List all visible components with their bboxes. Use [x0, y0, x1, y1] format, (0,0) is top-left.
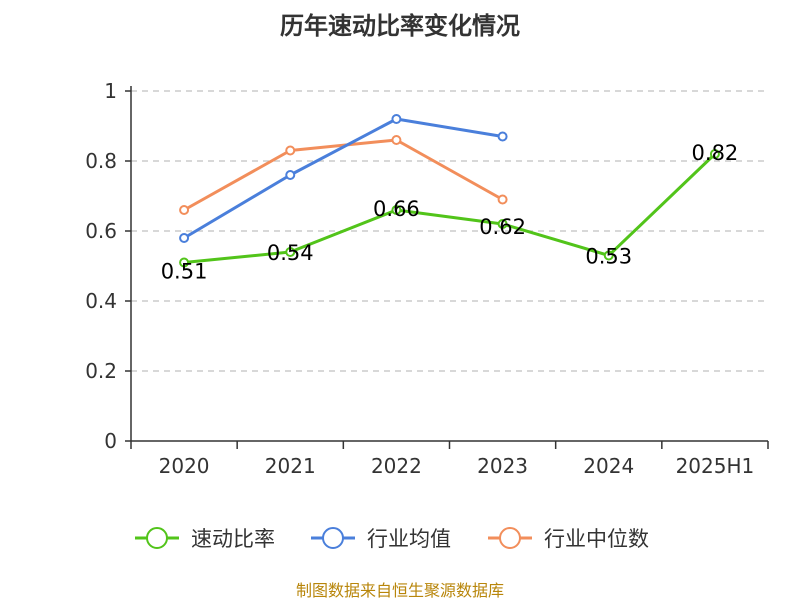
x-tick-label: 2023 — [477, 454, 528, 478]
data-point — [179, 205, 190, 215]
data-point — [391, 135, 402, 145]
source-note: 制图数据来自恒生聚源数据库 — [296, 581, 504, 600]
data-point — [497, 194, 508, 205]
legend-marker-icon — [146, 527, 168, 549]
series-line — [183, 117, 503, 240]
data-point — [391, 114, 402, 124]
data-label: 0.62 — [479, 215, 526, 239]
axes — [130, 86, 768, 442]
legend-marker-icon — [322, 527, 344, 549]
data-label: 0.54 — [267, 241, 314, 265]
data-point — [179, 233, 190, 243]
legend-item[interactable]: 行业中位数 — [488, 527, 649, 551]
x-axis-ticks: 2020 2021 2022 2023 2024 2025H1 — [130, 441, 769, 478]
legend-item[interactable]: 速动比率 — [135, 527, 275, 551]
data-point — [285, 247, 296, 257]
data-label: 0.82 — [692, 141, 739, 165]
data-point — [709, 149, 720, 159]
y-tick-label: 1 — [104, 79, 117, 103]
legend: 速动比率 行业均值 行业中位数 — [135, 527, 649, 551]
y-axis-ticks: 0 0.2 0.4 0.6 0.8 1 — [85, 79, 131, 453]
data-label: 0.66 — [373, 197, 420, 221]
x-tick-label: 2020 — [159, 454, 210, 478]
y-tick-label: 0.4 — [85, 289, 117, 313]
series-0 — [179, 149, 720, 268]
data-point — [603, 250, 614, 261]
data-point — [285, 170, 296, 180]
data-point — [179, 257, 190, 268]
data-labels: 0.51 0.54 0.66 0.62 0.53 0.82 — [161, 141, 739, 284]
series-line — [183, 152, 716, 264]
y-tick-label: 0 — [104, 429, 117, 453]
x-tick-label: 2022 — [371, 454, 422, 478]
series-1 — [179, 114, 508, 243]
legend-marker-icon — [499, 527, 521, 549]
legend-label: 速动比率 — [191, 527, 275, 551]
data-point — [497, 131, 508, 142]
legend-item[interactable]: 行业均值 — [311, 527, 451, 551]
x-tick-label: 2024 — [583, 454, 634, 478]
series-line — [183, 138, 504, 212]
y-tick-label: 0.6 — [85, 219, 117, 243]
legend-label: 行业均值 — [367, 527, 451, 551]
data-point — [391, 205, 402, 215]
chart-title: 历年速动比率变化情况 — [280, 12, 520, 40]
legend-label: 行业中位数 — [544, 527, 649, 551]
x-tick-label: 2025H1 — [676, 454, 755, 478]
y-tick-label: 0.8 — [85, 149, 117, 173]
series-2 — [179, 135, 508, 215]
data-label: 0.51 — [161, 260, 208, 284]
y-tick-label: 0.2 — [85, 359, 117, 383]
data-point — [497, 219, 508, 229]
data-point — [285, 145, 296, 156]
series-lines — [179, 114, 720, 268]
data-label: 0.53 — [585, 245, 632, 269]
x-tick-label: 2021 — [265, 454, 316, 478]
gridlines — [131, 90, 768, 372]
